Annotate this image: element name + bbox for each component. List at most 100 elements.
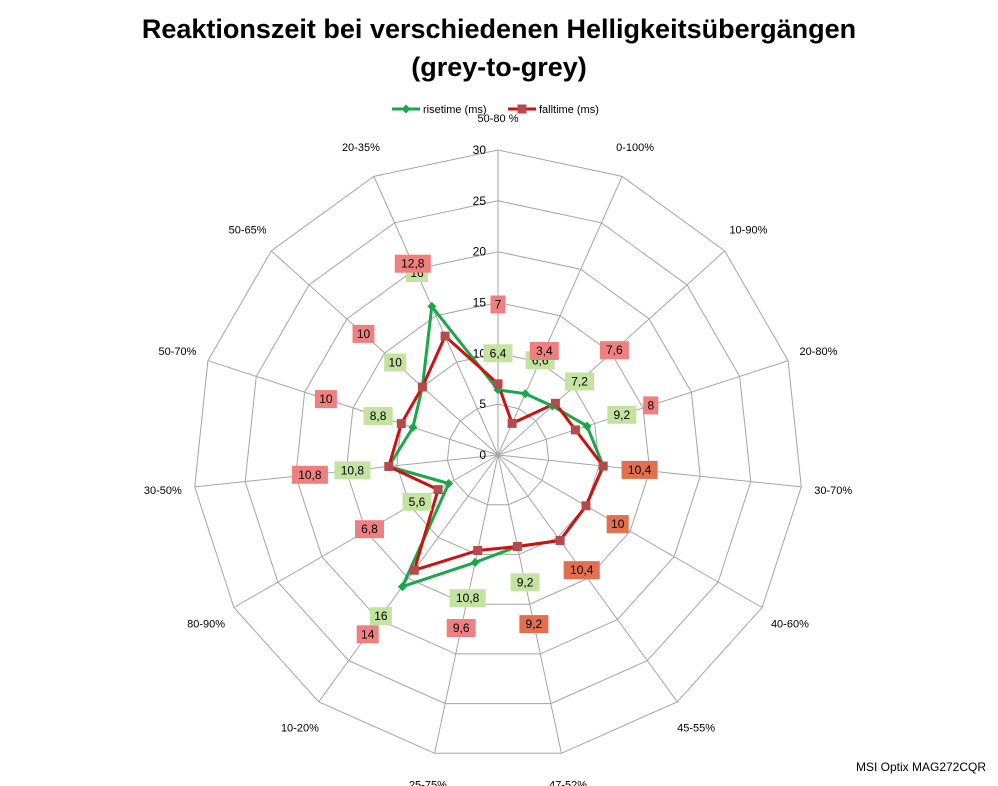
grid-spoke — [270, 250, 499, 456]
falltime-point — [473, 546, 483, 555]
data-label: 7,6 — [606, 343, 623, 357]
data-label: 10 — [319, 392, 333, 406]
data-label-box — [355, 520, 384, 539]
data-label: 10 — [389, 356, 403, 370]
grid-ring — [244, 200, 752, 705]
data-label-box — [363, 407, 393, 425]
risetime-point — [444, 478, 454, 488]
risetime-point — [408, 422, 418, 432]
legend-label: risetime (ms) — [423, 104, 487, 116]
data-label-box — [529, 342, 559, 360]
category-label: 50-65% — [229, 225, 267, 237]
data-label-box — [606, 515, 629, 534]
data-label: 8 — [647, 398, 654, 412]
falltime-point — [550, 398, 560, 408]
falltime-point — [440, 331, 450, 341]
data-label-box — [369, 607, 392, 626]
falltime-point — [417, 382, 427, 392]
category-label: 10-90% — [729, 225, 767, 237]
grid-spoke — [497, 454, 763, 608]
risetime-point — [582, 421, 592, 431]
data-label: 10,8 — [456, 591, 480, 605]
grid-ring — [194, 149, 802, 754]
data-label-box — [384, 353, 407, 372]
data-label: 16 — [374, 609, 388, 623]
data-label-box — [519, 615, 549, 634]
legend: risetime (ms) falltime (ms) — [392, 104, 599, 116]
grid-ring — [446, 403, 550, 506]
data-label: 7 — [495, 298, 502, 312]
category-label: 30-50% — [144, 485, 182, 497]
data-label: 10,4 — [570, 563, 594, 577]
grid-spoke — [373, 176, 499, 456]
data-label: 7,2 — [571, 375, 588, 389]
category-label: 0-100% — [616, 142, 654, 154]
category-label: 47-52% — [549, 780, 587, 786]
falltime-point — [581, 501, 591, 511]
falltime-point — [570, 425, 580, 435]
category-label: 10-20% — [281, 723, 319, 735]
radial-tick-label: 15 — [473, 296, 487, 310]
radar-grid — [194, 149, 802, 754]
legend-label: falltime (ms) — [539, 104, 599, 116]
data-label-box — [565, 372, 595, 391]
series-line-falltime — [387, 334, 605, 572]
data-label: 9,2 — [613, 408, 630, 422]
category-label: 50-80 % — [478, 113, 519, 125]
data-label-box — [291, 465, 328, 484]
risetime-point — [397, 582, 407, 592]
category-label: 25-75% — [409, 780, 447, 786]
falltime-point — [384, 462, 394, 471]
data-label: 9,6 — [453, 621, 470, 635]
falltime-point — [507, 418, 517, 428]
monitor-credit: MSI Optix MAG272CQR — [855, 760, 986, 774]
risetime-point — [470, 557, 480, 567]
radial-tick-label: 10 — [473, 346, 487, 360]
radial-tick-labels: 0 5 10 15 20 25 30 — [473, 143, 487, 462]
falltime-point — [512, 542, 522, 551]
chart-title-line2: (grey-to-grey) — [411, 52, 587, 82]
data-label-box — [402, 492, 432, 511]
data-label-box — [607, 405, 637, 424]
data-label: 14 — [361, 627, 375, 641]
falltime-point — [555, 536, 565, 545]
legend-marker — [517, 104, 527, 114]
category-label: 30-70% — [814, 485, 852, 497]
data-labels: 6,46,67,29,210,41010,49,210,8165,610,88,… — [291, 254, 659, 644]
radial-tick-label: 30 — [473, 143, 487, 157]
data-label-box — [563, 561, 600, 580]
chart-title: Reaktionszeit bei verschiedenen Helligke… — [0, 10, 998, 86]
data-label: 10,8 — [298, 468, 322, 482]
data-label-box — [314, 390, 337, 409]
series-lines — [384, 301, 608, 592]
data-label: 3,4 — [536, 344, 553, 358]
category-label: 80-90% — [187, 619, 225, 631]
data-label-box — [334, 461, 371, 480]
grid-ring — [345, 301, 651, 605]
falltime-point — [493, 379, 503, 389]
category-label: 20-80% — [800, 346, 838, 358]
data-label: 5,6 — [409, 495, 426, 509]
data-label-box — [394, 254, 431, 273]
data-label-box — [352, 324, 375, 343]
data-label: 8,8 — [370, 409, 387, 423]
radial-tick-label: 20 — [473, 245, 487, 259]
grid-spoke — [497, 454, 562, 754]
data-label-box — [446, 619, 476, 637]
grid-spoke — [497, 176, 623, 456]
data-label-box — [356, 625, 379, 644]
series-line-risetime — [387, 304, 605, 589]
falltime-point — [409, 565, 419, 575]
category-label: 40-60% — [771, 619, 809, 631]
legend-marker — [401, 104, 411, 114]
radial-tick-label: 25 — [473, 194, 487, 208]
grid-spoke — [497, 360, 789, 456]
risetime-point — [427, 301, 437, 311]
radial-tick-label: 5 — [479, 397, 486, 411]
category-labels: 50-80 % 0-100% 10-90% 20-80% 30-70% 40-60% 45-… — [144, 113, 853, 786]
grid-spoke — [207, 360, 499, 456]
data-label-box — [449, 589, 486, 608]
data-label-box — [621, 460, 658, 479]
data-label-box — [510, 573, 540, 592]
data-label: 9,2 — [526, 617, 543, 631]
